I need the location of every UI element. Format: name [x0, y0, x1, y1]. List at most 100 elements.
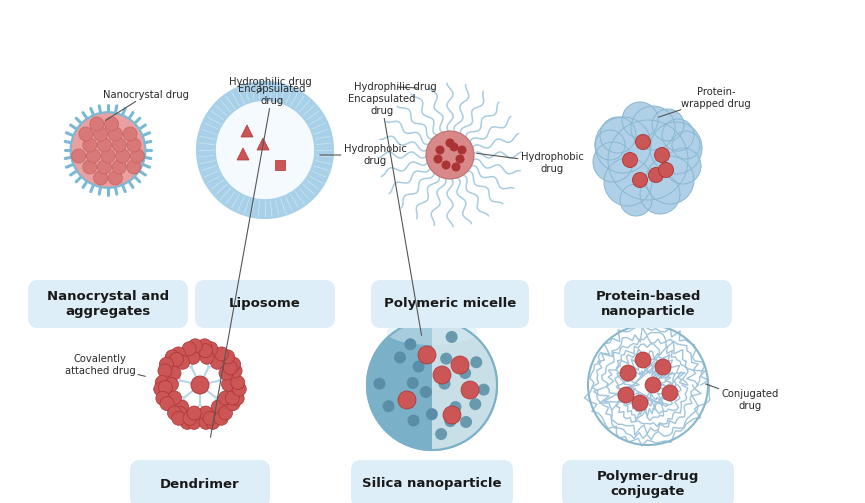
Circle shape [219, 366, 233, 380]
Circle shape [665, 148, 701, 184]
Circle shape [650, 122, 702, 174]
Circle shape [658, 162, 674, 178]
Circle shape [173, 406, 187, 421]
Circle shape [215, 347, 228, 361]
Text: Polymer-drug
conjugate: Polymer-drug conjugate [597, 470, 699, 498]
Circle shape [167, 366, 181, 380]
Circle shape [367, 320, 497, 450]
Circle shape [233, 382, 247, 396]
Circle shape [445, 138, 454, 147]
Circle shape [420, 386, 432, 398]
Circle shape [72, 149, 86, 163]
Circle shape [158, 364, 172, 378]
Circle shape [199, 406, 213, 420]
Circle shape [398, 391, 416, 409]
Circle shape [158, 380, 172, 394]
Text: Covalently
attached drug: Covalently attached drug [65, 354, 145, 376]
Circle shape [451, 356, 469, 374]
Circle shape [461, 381, 479, 399]
Circle shape [604, 158, 652, 206]
Circle shape [433, 154, 443, 163]
Circle shape [394, 352, 406, 363]
Circle shape [112, 138, 126, 152]
Circle shape [226, 396, 240, 410]
Circle shape [646, 156, 694, 204]
Circle shape [183, 342, 196, 356]
Circle shape [620, 365, 636, 381]
FancyBboxPatch shape [195, 280, 335, 328]
Circle shape [155, 376, 170, 389]
Circle shape [200, 350, 214, 364]
Circle shape [101, 149, 115, 163]
Circle shape [227, 380, 241, 394]
Text: Polymeric micelle: Polymeric micelle [384, 297, 516, 310]
Circle shape [216, 353, 230, 366]
Circle shape [404, 339, 416, 350]
Circle shape [620, 184, 652, 216]
Circle shape [382, 400, 394, 412]
Circle shape [221, 350, 234, 364]
Circle shape [188, 344, 202, 358]
Circle shape [116, 149, 130, 163]
Circle shape [183, 411, 197, 425]
FancyBboxPatch shape [564, 280, 732, 328]
Text: Hydrophobic
drug: Hydrophobic drug [477, 152, 583, 174]
Circle shape [215, 411, 228, 425]
Circle shape [79, 127, 93, 141]
Text: Encapsulated
drug: Encapsulated drug [210, 84, 305, 437]
Circle shape [108, 171, 122, 185]
Circle shape [593, 142, 633, 182]
Circle shape [105, 117, 119, 131]
Circle shape [433, 366, 451, 384]
Circle shape [456, 154, 465, 163]
Circle shape [164, 377, 178, 391]
Text: Hydrophobic
drug: Hydrophobic drug [320, 144, 407, 166]
Circle shape [595, 117, 651, 173]
Circle shape [211, 400, 225, 414]
Circle shape [199, 415, 213, 430]
Circle shape [640, 174, 680, 214]
Circle shape [435, 428, 447, 440]
Circle shape [435, 145, 445, 154]
Text: Hydrophilic drug: Hydrophilic drug [354, 82, 436, 92]
Circle shape [471, 356, 483, 368]
Circle shape [223, 361, 237, 375]
Circle shape [622, 102, 658, 138]
Circle shape [225, 391, 240, 405]
Circle shape [108, 127, 122, 141]
Circle shape [83, 160, 97, 174]
Circle shape [213, 406, 227, 421]
Circle shape [187, 406, 202, 420]
Text: Silica nanoparticle: Silica nanoparticle [362, 477, 502, 490]
Circle shape [98, 138, 112, 152]
Circle shape [623, 152, 638, 167]
Circle shape [632, 173, 648, 188]
Circle shape [645, 377, 661, 393]
Circle shape [407, 414, 420, 427]
Circle shape [93, 127, 107, 141]
Circle shape [418, 346, 436, 364]
Circle shape [649, 167, 663, 183]
Circle shape [230, 391, 244, 405]
Circle shape [168, 391, 182, 405]
Text: Conjugated
drug: Conjugated drug [706, 384, 778, 411]
Circle shape [450, 401, 462, 413]
Circle shape [160, 396, 174, 410]
Circle shape [477, 384, 490, 396]
Circle shape [187, 415, 201, 430]
Circle shape [204, 342, 218, 356]
Circle shape [635, 352, 651, 368]
Circle shape [636, 134, 650, 149]
Text: Nanocrystal drug: Nanocrystal drug [103, 90, 189, 121]
Circle shape [215, 100, 315, 200]
Circle shape [172, 411, 186, 425]
Circle shape [156, 391, 170, 405]
Circle shape [206, 415, 220, 430]
Circle shape [159, 357, 173, 371]
Circle shape [123, 127, 137, 141]
Polygon shape [275, 160, 285, 170]
Circle shape [197, 82, 333, 218]
Circle shape [227, 357, 240, 371]
Polygon shape [241, 125, 253, 137]
Circle shape [168, 406, 182, 420]
